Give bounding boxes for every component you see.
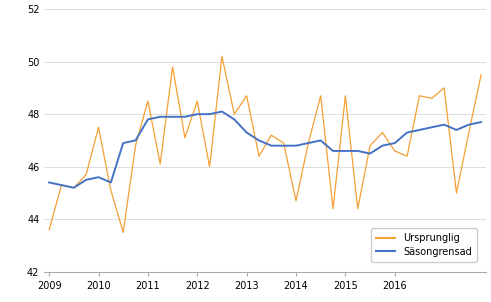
Legend: Ursprunglig, Säsongrensad: Ursprunglig, Säsongrensad — [371, 228, 477, 262]
